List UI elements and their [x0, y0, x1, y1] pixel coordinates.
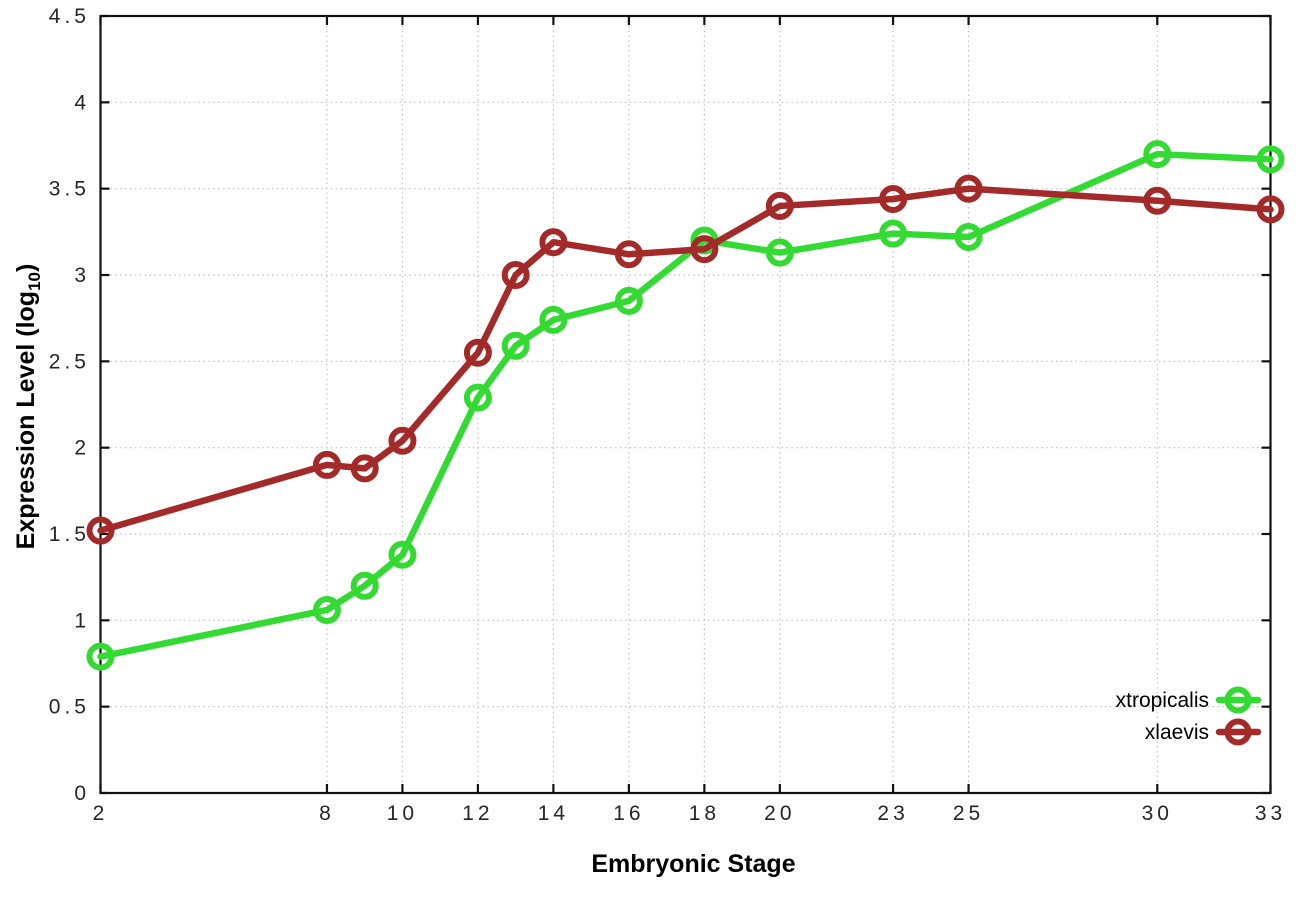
grid-lines	[100, 16, 1271, 793]
data-point-xlaevis	[690, 235, 719, 264]
data-point-xtropicalis	[350, 571, 379, 600]
x-tick-label: 33	[1255, 802, 1286, 825]
data-point-xtropicalis	[614, 286, 643, 315]
data-point-xtropicalis	[501, 331, 530, 360]
y-tick-label: 4	[74, 91, 90, 114]
x-tick-label: 8	[319, 802, 335, 825]
data-point-xtropicalis	[86, 642, 115, 671]
data-point-xlaevis	[954, 174, 983, 203]
y-tick-label: 3.5	[49, 178, 90, 201]
x-axis-title: Embryonic Stage	[591, 850, 795, 878]
data-point-xlaevis	[463, 338, 492, 367]
data-point-xtropicalis	[1143, 140, 1172, 169]
y-tick-label: 2	[74, 437, 90, 460]
legend-marker-xtropicalis	[1224, 686, 1252, 714]
data-point-xtropicalis	[388, 540, 417, 569]
legend: xtropicalis xlaevis	[1116, 686, 1262, 746]
x-tick-label: 2	[93, 802, 109, 825]
data-point-xlaevis	[350, 454, 379, 483]
data-point-xtropicalis	[312, 595, 341, 624]
plot-border	[99, 14, 1272, 795]
y-tick-label: 0	[74, 782, 90, 805]
data-point-xtropicalis	[1256, 145, 1285, 174]
y-tick-label: 4.5	[49, 5, 90, 28]
y-axis-title: Expression Level (log10)	[12, 264, 44, 550]
legend-label-xlaevis: xlaevis	[1145, 721, 1209, 744]
x-tick-label: 12	[462, 802, 493, 825]
legend-marker-xlaevis	[1224, 718, 1252, 746]
y-tick-label: 2.5	[49, 350, 90, 373]
data-point-xtropicalis	[539, 305, 568, 334]
x-tick-label: 16	[613, 802, 644, 825]
x-tick-label: 14	[538, 802, 569, 825]
data-point-xlaevis	[1256, 195, 1285, 224]
data-point-xlaevis	[539, 228, 568, 257]
y-tick-label: 1	[74, 609, 90, 632]
y-tick-label: 0.5	[49, 696, 90, 719]
data-point-xlaevis	[879, 185, 908, 214]
data-point-xlaevis	[388, 426, 417, 455]
data-point-xtropicalis	[463, 383, 492, 412]
x-tick-label: 25	[953, 802, 984, 825]
data-point-xlaevis	[614, 240, 643, 269]
x-tick-label: 20	[764, 802, 795, 825]
data-point-xlaevis	[312, 450, 341, 479]
y-tick-label: 3	[74, 264, 90, 287]
data-point-xtropicalis	[765, 238, 794, 267]
data-point-xlaevis	[765, 191, 794, 220]
x-tick-label: 30	[1142, 802, 1173, 825]
data-point-xlaevis	[501, 261, 530, 289]
x-tick-label: 18	[689, 802, 720, 825]
data-point-xlaevis	[86, 516, 115, 545]
data-point-xtropicalis	[954, 223, 983, 252]
y-tick-label: 1.5	[49, 523, 90, 546]
series-line-xlaevis	[97, 185, 1274, 534]
tick-marks	[99, 14, 1272, 795]
x-tick-label: 23	[877, 802, 908, 825]
series-line-xtropicalis	[97, 150, 1274, 660]
data-point-xlaevis	[1143, 186, 1172, 215]
data-point-xtropicalis	[879, 219, 908, 248]
x-tick-label: 10	[387, 802, 418, 825]
legend-label-xtropicalis: xtropicalis	[1116, 689, 1209, 712]
